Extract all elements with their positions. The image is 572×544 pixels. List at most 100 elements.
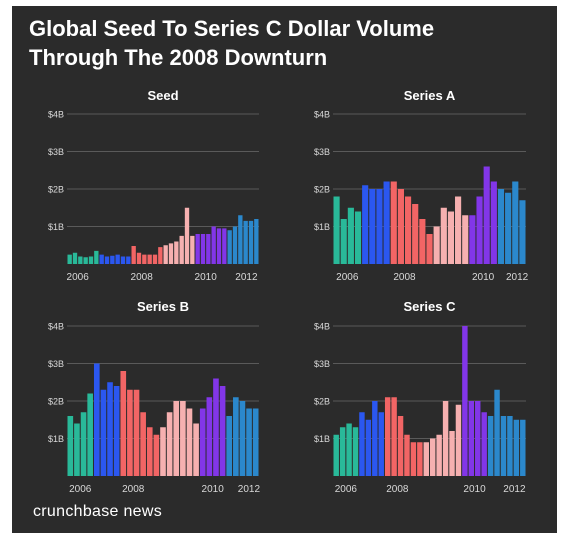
series-b-bar (107, 382, 113, 476)
seed-bar (67, 254, 72, 264)
series-c-x-tick-label: 2006 (335, 484, 358, 495)
series-a-bar (519, 200, 526, 264)
series-a-bar (376, 189, 383, 264)
series-b-bar (246, 408, 252, 476)
series-b-bar (113, 386, 120, 476)
series-c-bar (333, 434, 339, 476)
series-b-bar (219, 386, 226, 476)
seed-x-tick-label: 2008 (131, 272, 154, 283)
series-a-bar (369, 189, 376, 264)
charts-grid: Seed $1B $2B $3B $4B 2006 2008 2010 2012 Series A… (48, 88, 529, 495)
series-b-bar (146, 427, 153, 476)
series-a-bar (340, 219, 347, 264)
series-a-bar (347, 207, 354, 264)
seed-bar (238, 215, 243, 264)
series-c-bar (449, 431, 455, 476)
seed-bar (227, 230, 232, 264)
seed-bar (163, 245, 168, 264)
series-b-bar (199, 408, 206, 476)
seed-bar (120, 256, 126, 264)
series-c-bar (410, 442, 417, 476)
series-b-bar (180, 401, 186, 476)
title-line-1: Global Seed To Series C Dollar Volume (29, 16, 435, 41)
seed-bar (200, 234, 206, 264)
series-a-x-tick-label: 2006 (336, 272, 359, 283)
series-a-bar (419, 219, 426, 264)
series-c-bar (455, 404, 462, 476)
series-a-bar (447, 211, 455, 264)
series-a-bar (512, 181, 519, 264)
seed-bar (72, 252, 78, 264)
series-b-bar (206, 397, 213, 476)
series-b-bar (67, 416, 74, 476)
seed-bar (184, 207, 190, 264)
series-b-bar (160, 427, 166, 476)
series-a-bar (440, 207, 447, 264)
series-a-chart-title: Series A (404, 88, 456, 103)
series-a-bar (412, 204, 419, 264)
series-c-bar (442, 401, 449, 476)
seed-bar (142, 254, 147, 264)
series-a-bar (490, 181, 497, 264)
seed-bar (94, 250, 99, 264)
seed-bar (211, 226, 216, 264)
seed-x-tick-label: 2012 (235, 272, 258, 283)
series-b-bar (140, 412, 146, 476)
series-c-bar (378, 412, 384, 476)
series-a-bar (455, 196, 462, 264)
series-a-bar (476, 196, 483, 264)
series-c-bar (462, 326, 468, 476)
series-c-bar (423, 442, 429, 476)
series-c-bar (507, 416, 513, 476)
series-b-bar (133, 389, 140, 476)
seed-bar (131, 246, 136, 264)
series-a-y-tick-label: $2B (314, 185, 330, 195)
seed-bar (88, 256, 94, 264)
series-c-bar (339, 427, 346, 476)
series-c-bar (391, 397, 397, 476)
series-c-bar (359, 412, 365, 476)
series-b-chart-title: Series B (137, 299, 189, 314)
series-b-bar (93, 363, 100, 476)
series-b-bar (100, 389, 107, 476)
series-b-x-tick-label: 2010 (202, 484, 225, 495)
seed-bar (216, 228, 222, 264)
page-title: Global Seed To Series C Dollar Volume Th… (29, 14, 549, 72)
chart-card: Global Seed To Series C Dollar Volume Th… (12, 6, 557, 533)
series-a-bar (462, 215, 469, 264)
series-c-bar (346, 423, 352, 476)
series-c-y-tick-label: $1B (314, 434, 330, 444)
seed-bar (168, 243, 174, 264)
seed-bar (99, 254, 104, 264)
seed-bar (158, 247, 163, 264)
series-a-bar (469, 215, 476, 264)
seed-bar (190, 235, 195, 264)
seed-bar (206, 234, 211, 264)
series-c-bar (520, 419, 526, 476)
series-c-bar (468, 401, 475, 476)
seed-y-tick-label: $3B (48, 147, 64, 157)
series-c-bar (384, 397, 391, 476)
seed-bar (126, 256, 131, 264)
series-a-x-tick-label: 2012 (506, 272, 529, 283)
series-a-y-tick-label: $3B (314, 147, 330, 157)
series-a-y-tick-label: $1B (314, 222, 330, 232)
series-b-y-tick-label: $2B (48, 397, 64, 407)
seed-bar (174, 241, 179, 264)
series-b-bar (252, 408, 259, 476)
series-c-bar (494, 389, 500, 476)
series-c-bar (352, 427, 359, 476)
seed-y-tick-label: $1B (48, 222, 64, 232)
series-a-bar (383, 181, 390, 264)
series-a-bar (362, 185, 369, 264)
series-c-x-tick-label: 2010 (463, 484, 486, 495)
series-b-bar (226, 416, 233, 476)
series-a-bar (426, 234, 433, 264)
series-b-bar (87, 393, 93, 476)
series-b-y-tick-label: $4B (48, 322, 64, 332)
series-c-y-tick-label: $4B (314, 322, 330, 332)
brand-logo-text: crunchbase news (33, 503, 163, 520)
series-b-x-tick-label: 2012 (238, 484, 261, 495)
series-c-bar (475, 401, 481, 476)
series-a-y-tick-label: $4B (314, 110, 330, 120)
